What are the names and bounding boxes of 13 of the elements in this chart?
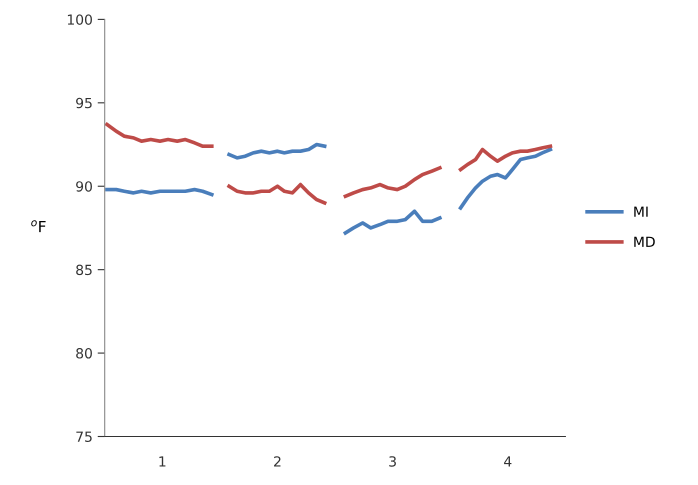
legend-label: MI — [634, 206, 648, 217]
y-axis-title: $^{o}$F — [31, 220, 46, 232]
x-tick-label: 3 — [389, 456, 396, 467]
y-tick-label: 100 — [68, 14, 92, 25]
y-tick-label: 75 — [76, 432, 92, 442]
x-tick-label: 2 — [274, 456, 280, 466]
y-tick-label: 90 — [76, 181, 92, 192]
y-tick-label: 95 — [76, 98, 92, 108]
y-tick-label: 80 — [76, 348, 92, 359]
y-tick-label: 85 — [76, 264, 92, 276]
legend-label: MD — [634, 236, 655, 247]
x-tick-label: 4 — [504, 456, 512, 466]
x-tick-label: 1 — [159, 456, 166, 466]
